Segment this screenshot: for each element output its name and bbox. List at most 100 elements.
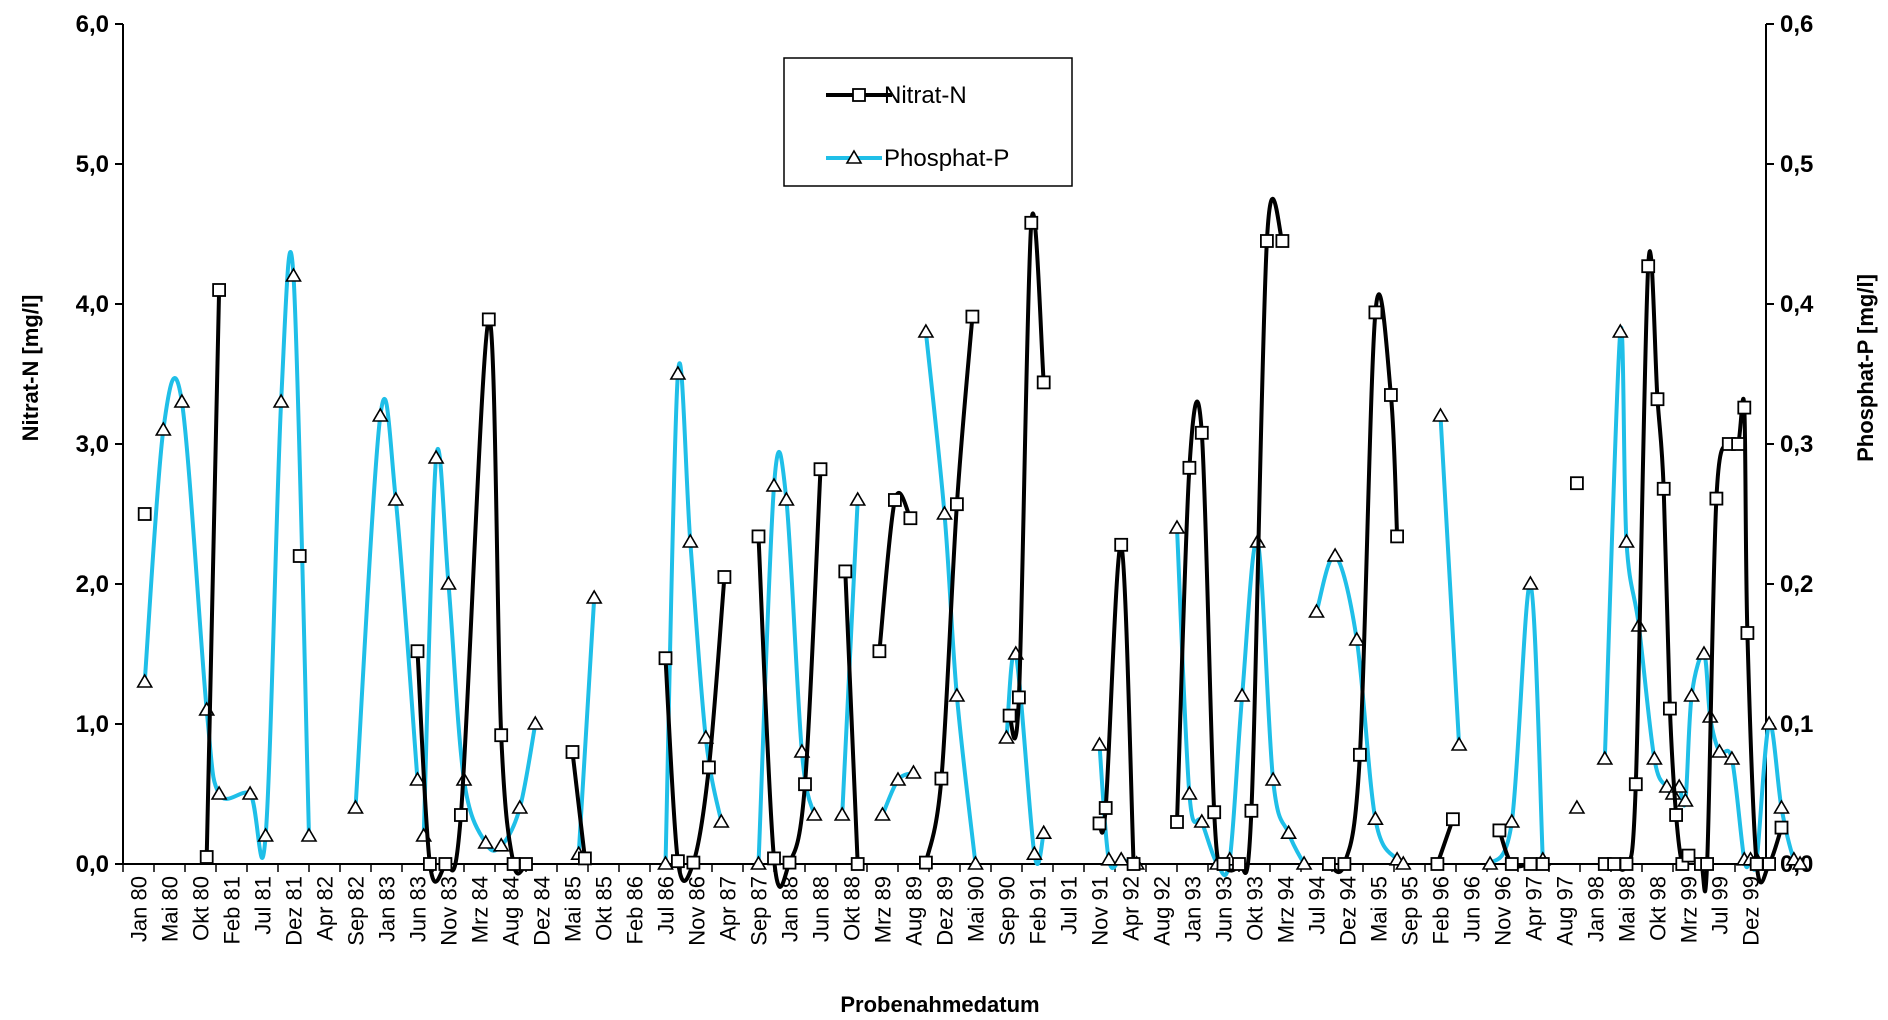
data-point-nitrat (1337, 857, 1352, 871)
data-point-phosphat (778, 491, 795, 506)
legend-label-nitrat: Nitrat-N (884, 82, 967, 109)
data-point-phosphat (1611, 323, 1629, 338)
data-point-nitrat (919, 855, 933, 870)
data-point-nitrat (1709, 491, 1724, 506)
data-point-nitrat (1024, 215, 1039, 230)
x-tick-label: Mai 85 (561, 876, 586, 942)
data-point-nitrat (1628, 777, 1643, 792)
data-point-phosphat (387, 491, 405, 506)
data-point-nitrat (1232, 857, 1246, 871)
x-tick-label: Okt 88 (840, 876, 865, 941)
data-point-phosphat (136, 673, 154, 688)
data-point-phosphat (1711, 743, 1728, 758)
data-point-nitrat (850, 857, 865, 871)
data-point-nitrat (1737, 400, 1752, 415)
data-point-nitrat (1681, 848, 1696, 863)
y-tick-label-right: 0,5 (1780, 151, 1813, 178)
data-point-phosphat (1760, 715, 1778, 730)
series-layer (136, 196, 1809, 894)
data-point-phosphat (1568, 799, 1586, 814)
data-point-phosphat (967, 855, 984, 870)
data-point-nitrat (137, 507, 152, 521)
data-point-nitrat (686, 855, 701, 870)
data-point-phosphat (285, 267, 302, 282)
data-point-nitrat (1002, 708, 1017, 723)
data-point-phosphat (1367, 810, 1384, 826)
data-point-nitrat (888, 493, 902, 507)
data-point-phosphat (1326, 547, 1344, 562)
data-point-phosphat (1683, 687, 1700, 702)
data-point-nitrat (658, 651, 673, 666)
data-point-nitrat (212, 283, 227, 297)
series-line-phosphat (142, 249, 311, 860)
data-point-nitrat (1170, 815, 1184, 829)
data-point-nitrat (1650, 392, 1665, 407)
series-line-nitrat (1326, 292, 1400, 874)
data-point-phosphat (936, 505, 953, 520)
data-point-nitrat (1607, 857, 1621, 871)
y-tick-label-left: 5,0 (76, 151, 109, 178)
data-point-phosphat (874, 806, 891, 821)
data-point-nitrat (438, 857, 453, 871)
data-point-nitrat (872, 644, 887, 659)
x-tick-label: Jul 86 (654, 876, 679, 935)
data-point-nitrat (1619, 857, 1634, 871)
data-point-phosphat (1432, 407, 1449, 422)
x-tick-label: Feb 96 (1429, 876, 1454, 945)
data-point-phosphat (750, 855, 767, 870)
y-tick-label-right: 0,1 (1780, 711, 1813, 738)
data-point-phosphat (917, 323, 935, 338)
data-point-phosphat (765, 477, 783, 492)
x-tick-label: Sep 95 (1398, 876, 1423, 946)
series-line-phosphat (1004, 649, 1046, 866)
x-tick-label: Jun 88 (809, 876, 834, 942)
data-point-phosphat (492, 837, 510, 852)
x-tick-label: Sep 90 (995, 876, 1020, 946)
data-point-phosphat (1450, 736, 1468, 751)
data-point-phosphat (669, 365, 687, 380)
data-point-nitrat (1012, 690, 1026, 705)
data-point-nitrat (1656, 481, 1671, 496)
data-point-nitrat (494, 728, 509, 743)
data-point-phosphat (1394, 855, 1412, 870)
data-point-nitrat (481, 312, 496, 327)
data-point-nitrat (934, 771, 949, 786)
data-point-phosphat (1596, 750, 1614, 765)
series-nitrat (137, 196, 1789, 894)
data-point-phosphat (477, 834, 495, 849)
x-tick-label: Okt 80 (189, 876, 214, 941)
x-tick-label: Feb 86 (623, 876, 648, 945)
series-line-nitrat (570, 750, 587, 861)
data-point-phosphat (1264, 771, 1282, 786)
data-point-phosphat (1035, 824, 1053, 840)
x-tick-label: Mrz 84 (468, 876, 493, 943)
data-point-nitrat (1126, 857, 1141, 871)
data-point-nitrat (1368, 305, 1383, 320)
data-point-nitrat (1749, 857, 1764, 871)
data-point-phosphat (1348, 631, 1366, 646)
x-tick-label: Okt 98 (1646, 876, 1671, 941)
data-point-phosphat (1181, 785, 1198, 800)
data-point-phosphat (681, 533, 699, 548)
x-tick-label: Apr 87 (716, 876, 741, 941)
data-point-nitrat (1036, 375, 1051, 390)
data-point-nitrat (1114, 537, 1129, 552)
data-point-phosphat (1193, 813, 1211, 828)
data-point-nitrat (767, 851, 781, 866)
legend-marker-nitrat (852, 88, 866, 102)
data-point-nitrat (1275, 234, 1290, 248)
x-tick-label: Sep 82 (344, 876, 369, 946)
x-tick-label: Jan 93 (1181, 876, 1206, 942)
data-point-phosphat (849, 491, 867, 506)
data-point-nitrat (565, 745, 580, 759)
x-tick-label: Dez 84 (530, 876, 555, 946)
x-tick-label: Apr 82 (313, 876, 338, 941)
x-tick-label: Jul 94 (1305, 876, 1330, 935)
data-point-phosphat (905, 764, 922, 779)
data-point-nitrat (751, 529, 766, 544)
data-point-nitrat (1353, 747, 1367, 762)
data-point-nitrat (1740, 626, 1755, 640)
y-tick-label-right: 0,2 (1780, 571, 1813, 598)
axes: 0,01,02,03,04,05,06,00,00,10,20,30,40,50… (76, 11, 1814, 946)
data-point-phosphat (272, 393, 290, 408)
